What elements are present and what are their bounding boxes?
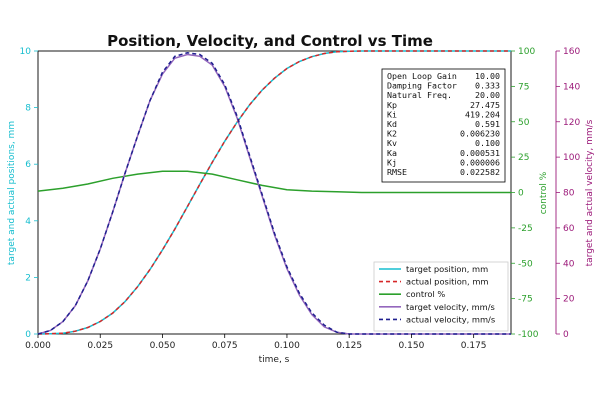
legend-label: control %	[406, 289, 445, 299]
legend-rows: target position, mm actual position, mm co…	[379, 264, 495, 324]
y-right-outer-tick-label: 60	[563, 224, 575, 234]
x-tick-label: 0.175	[461, 341, 487, 351]
y-left-tick-label: 2	[25, 273, 31, 283]
x-tick-label: 0.075	[212, 341, 238, 351]
param-key: Kv	[387, 138, 397, 148]
parameters-rows: Open Loop Gain 10.00 Damping Factor 0.333 Na…	[387, 71, 500, 177]
param-value: 0.000531	[460, 148, 500, 158]
y-left-tick-label: 4	[25, 217, 31, 227]
y-right-inner-tick-label: -100	[518, 330, 539, 340]
y-right-outer-tick-label: 80	[563, 189, 575, 199]
x-tick-label: 0.125	[336, 341, 362, 351]
y-right-inner-tick-label: 100	[518, 47, 535, 57]
param-value: 0.022582	[460, 167, 500, 177]
y-right-inner-tick-label: -50	[518, 259, 533, 269]
y-right-outer-tick-label: 160	[563, 47, 580, 57]
param-value: 0.333	[475, 81, 500, 91]
param-key: K2	[387, 129, 397, 139]
param-value: 27.475	[470, 100, 500, 110]
param-key: Kj	[387, 157, 397, 167]
legend-label: actual position, mm	[406, 277, 489, 287]
y-right-inner-tick-label: 50	[518, 118, 530, 128]
legend-label: actual velocity, mm/s	[406, 314, 495, 324]
y-left-tick-label: 8	[25, 104, 31, 114]
y-left-tick-label: 6	[25, 160, 31, 170]
param-key: Damping Factor	[387, 81, 457, 91]
param-key: Ka	[387, 148, 397, 158]
parameters-box: Open Loop Gain 10.00 Damping Factor 0.333 Na…	[381, 68, 506, 183]
axes-layer: 0.000 0.025 0.050 0.075 0.100 0.125 0.150 0.175…	[20, 47, 581, 351]
param-key: RMSE	[387, 167, 407, 177]
param-key: Natural Freq.	[387, 90, 452, 100]
param-key: Open Loop Gain	[387, 71, 457, 81]
param-key: Kp	[387, 100, 397, 110]
x-tick-label: 0.150	[399, 341, 425, 351]
series-line-2	[37, 170, 511, 194]
x-tick-label: 0.025	[87, 341, 113, 351]
y-left-tick-label: 0	[25, 330, 31, 340]
legend-label: target position, mm	[406, 264, 488, 274]
series-layer	[37, 50, 511, 335]
y-right-outer-tick-label: 100	[563, 153, 580, 163]
y-right-outer-tick-label: 40	[563, 259, 575, 269]
y-right-inner-tick-label: 0	[518, 189, 524, 199]
y-right-outer-tick-label: 20	[563, 295, 575, 305]
param-value: 419.204	[465, 109, 500, 119]
param-value: 0.006230	[460, 129, 500, 139]
x-tick-label: 0.100	[274, 341, 300, 351]
y-right-outer-tick-label: 120	[563, 118, 580, 128]
x-tick-label: 0.000	[25, 341, 51, 351]
param-key: Kd	[387, 119, 397, 129]
parameters-box-frame	[381, 68, 506, 183]
param-value: 10.00	[475, 71, 500, 81]
y-axis-left-label: target and actual positions, mm	[7, 121, 17, 265]
legend-label: target velocity, mm/s	[406, 302, 495, 312]
y-right-inner-tick-label: 25	[518, 153, 529, 163]
y-axis-right-inner-label: control %	[539, 171, 549, 214]
param-value: 0.000006	[460, 157, 500, 167]
x-tick-label: 0.050	[150, 341, 176, 351]
y-left-tick-label: 10	[20, 47, 32, 57]
chart-title: Position, Velocity, and Control vs Time	[107, 32, 433, 50]
y-right-inner-tick-label: -75	[518, 295, 533, 305]
x-axis-label: time, s	[259, 355, 290, 365]
param-value: 0.591	[475, 119, 500, 129]
legend: target position, mm actual position, mm co…	[373, 261, 509, 332]
param-value: 0.100	[475, 138, 500, 148]
y-axis-right-outer-label: target and actual velocity, mm/s	[585, 119, 595, 266]
param-value: 20.00	[475, 90, 500, 100]
param-key: Ki	[387, 109, 397, 119]
y-right-inner-tick-label: -25	[518, 224, 533, 234]
series-line-1	[37, 50, 511, 335]
y-right-outer-tick-label: 140	[563, 82, 580, 92]
y-right-inner-tick-label: 75	[518, 82, 529, 92]
series-line-4	[37, 52, 511, 335]
y-right-outer-tick-label: 0	[563, 330, 569, 340]
